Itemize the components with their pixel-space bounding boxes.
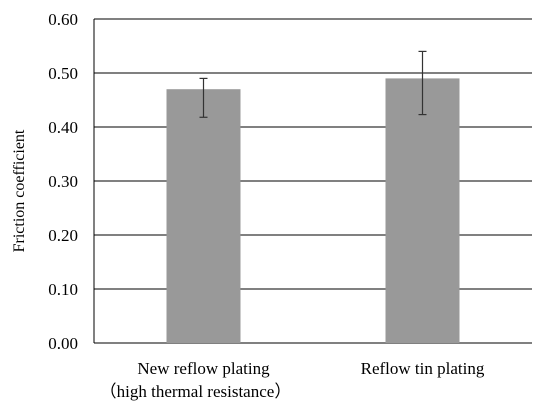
y-tick-label-5: 0.50 <box>48 64 78 83</box>
y-tick-label-2: 0.20 <box>48 226 78 245</box>
y-tick-label-6: 0.60 <box>48 10 78 29</box>
x-category-label-0: New reflow plating <box>137 359 270 378</box>
y-tick-label-4: 0.40 <box>48 118 78 137</box>
y-tick-label-1: 0.10 <box>48 280 78 299</box>
bar-1 <box>385 78 460 344</box>
x-category-sublabel-0: （high thermal resistance） <box>100 382 292 401</box>
y-tick-label-0: 0.00 <box>48 334 78 353</box>
y-tick-label-3: 0.30 <box>48 172 78 191</box>
x-category-label-1: Reflow tin plating <box>361 359 485 378</box>
bar-0 <box>166 89 241 343</box>
y-axis-label: Friction coefficient <box>11 129 28 252</box>
